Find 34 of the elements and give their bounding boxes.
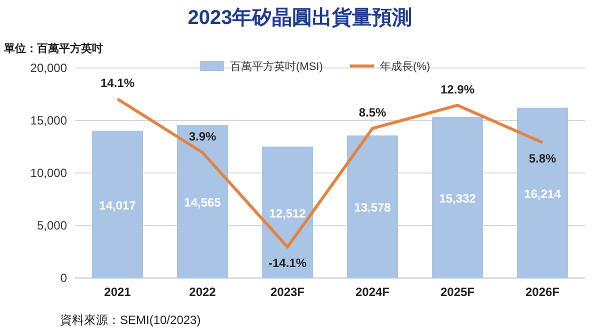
data-label: 15,332 [439,192,476,206]
data-label: 14,017 [99,198,136,212]
y-tick-label: 10,000 [30,166,68,180]
legend-label: 百萬平方英吋(MSI) [230,60,323,73]
bar [432,117,483,278]
data-label: 5.8% [528,152,556,166]
data-label: 14.1% [100,76,135,90]
bar [92,130,143,278]
x-tick-label: 2022 [189,285,216,299]
y-tick-label: 0 [60,271,68,285]
data-label: 13,578 [354,200,392,215]
x-tick-label: 2021 [104,285,132,299]
source-note: 資料來源：SEMI(10/2023) [60,313,201,327]
legend-label: 年成長(%) [380,60,430,73]
data-label: 14,565 [184,196,222,210]
data-label: 16,214 [524,186,562,201]
x-tick-label: 2024F [355,285,390,299]
data-label: 3.9% [188,130,216,144]
x-tick-label: 2025F [440,285,475,299]
y-tick-label: 20,000 [30,61,68,75]
y-tick-label: 15,000 [30,114,68,128]
bar [177,125,228,278]
y-axis-title: 單位：百萬平方英吋 [3,42,103,55]
data-label: 8.5% [358,105,386,120]
chart-title: 2023年矽晶圓出貨量預測 [188,7,412,29]
data-label: 12,512 [269,206,306,220]
y-tick-label: 5,000 [36,218,68,232]
data-label: 12.9% [440,82,475,96]
bar [347,135,398,278]
bar [517,108,568,278]
bar [262,146,313,278]
data-label: -14.1% [268,256,307,270]
x-tick-label: 2023F [270,285,305,299]
x-tick-label: 2026F [525,285,560,299]
